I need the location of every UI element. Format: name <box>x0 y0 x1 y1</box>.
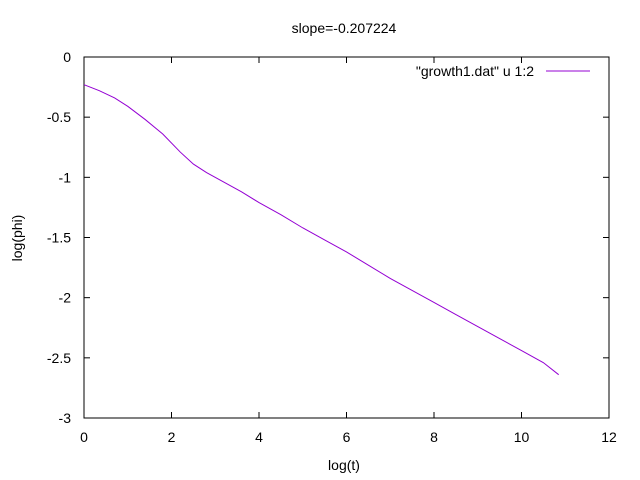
chart-title: slope=-0.207224 <box>292 20 397 36</box>
series-layer <box>83 84 559 376</box>
y-tick-label: -1.5 <box>47 230 71 246</box>
y-tick-label: -2.5 <box>47 350 71 366</box>
x-tick-label: 10 <box>514 429 530 445</box>
x-tick-label: 0 <box>80 429 88 445</box>
x-axis: 0 2 4 6 8 10 12 <box>80 57 617 445</box>
x-tick-label: 8 <box>430 429 438 445</box>
x-tick-label: 4 <box>255 429 263 445</box>
y-tick-label: -0.5 <box>47 109 71 125</box>
legend: "growth1.dat" u 1:2 <box>416 63 590 79</box>
y-tick-label: -1 <box>59 169 72 185</box>
x-tick-label: 2 <box>168 429 176 445</box>
x-tick-label: 12 <box>601 429 617 445</box>
y-axis: 0 -0.5 -1 -1.5 -2 -2.5 -3 <box>47 49 609 426</box>
y-axis-label: log(phi) <box>9 215 25 262</box>
legend-label: "growth1.dat" u 1:2 <box>416 63 534 79</box>
plot-area-frame <box>83 56 610 419</box>
y-tick-label: -2 <box>59 290 72 306</box>
series-line-0 <box>83 84 559 376</box>
y-tick-label: 0 <box>63 49 71 65</box>
x-tick-label: 6 <box>343 429 351 445</box>
y-tick-label: -3 <box>59 410 72 426</box>
x-axis-label: log(t) <box>328 457 360 473</box>
